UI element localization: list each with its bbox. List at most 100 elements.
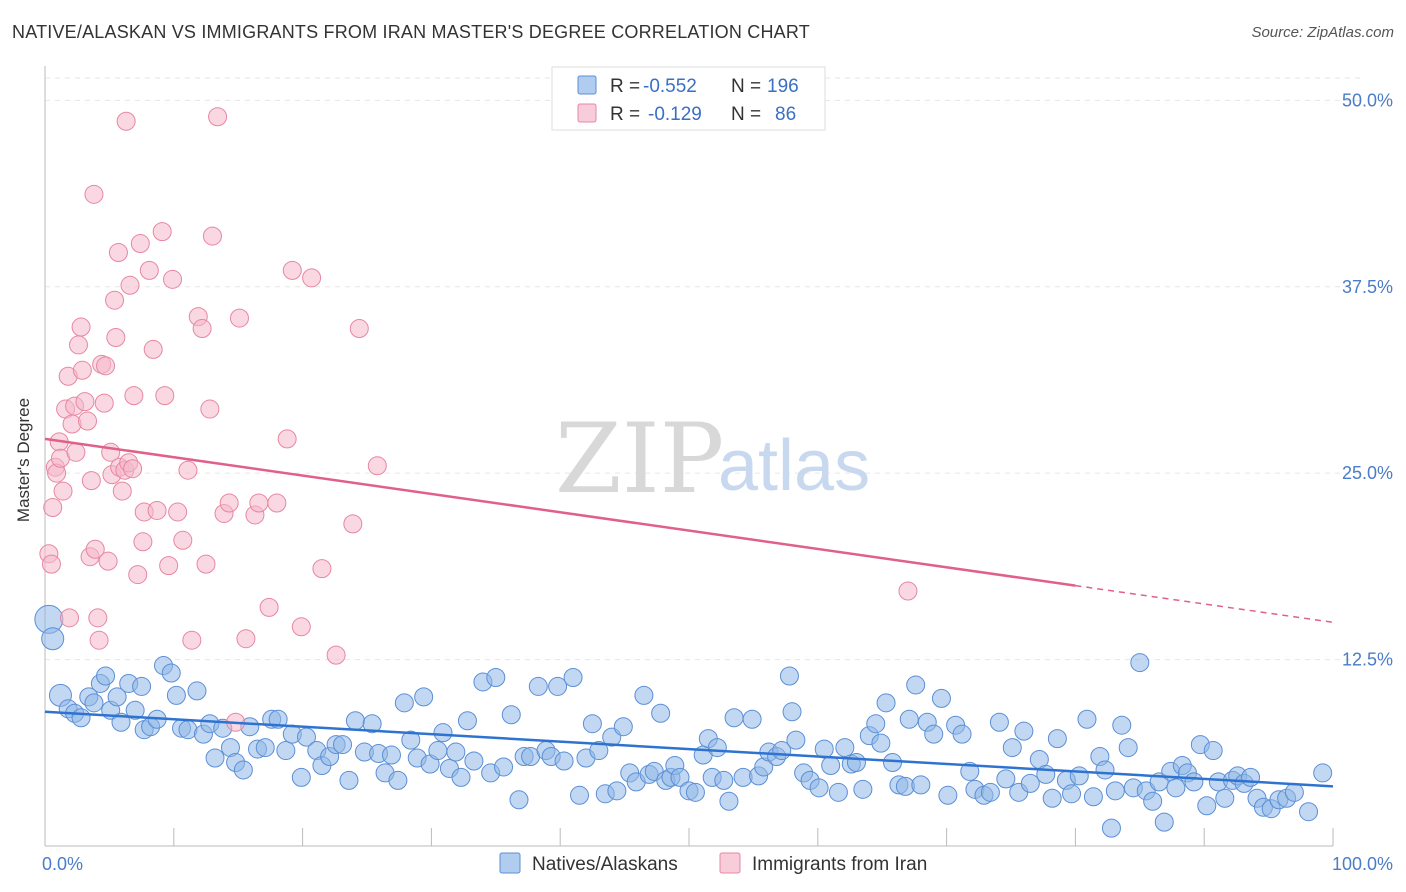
point-iran	[349, 319, 369, 339]
point-iran	[94, 393, 114, 413]
point-natives	[938, 785, 958, 805]
point-iran	[282, 260, 302, 280]
trend-line-solid	[44, 437, 1076, 587]
legend-swatch-natives	[577, 75, 597, 95]
point-iran	[249, 493, 269, 513]
point-iran	[130, 234, 150, 254]
series-immigrants-iran-points	[39, 107, 918, 732]
point-iran	[116, 111, 136, 131]
point-natives	[853, 779, 873, 799]
point-natives	[1154, 812, 1174, 832]
point-natives	[276, 741, 296, 761]
point-natives	[457, 711, 477, 731]
legend-n-label-natives: N =	[731, 76, 761, 97]
point-natives	[1143, 791, 1163, 811]
point-iran	[159, 556, 179, 576]
point-natives	[501, 705, 521, 725]
y-tick-label: 37.5%	[1342, 277, 1393, 297]
point-iran	[84, 184, 104, 204]
point-iran	[326, 645, 346, 665]
point-natives	[931, 688, 951, 708]
point-iran	[192, 319, 212, 339]
point-natives	[1047, 729, 1067, 749]
point-natives	[634, 685, 654, 705]
point-iran	[53, 481, 73, 501]
trend-line-solid	[44, 710, 1334, 788]
point-iran	[106, 327, 126, 347]
point-iran	[75, 392, 95, 412]
point-natives	[989, 712, 1009, 732]
chart-title: NATIVE/ALASKAN VS IMMIGRANTS FROM IRAN M…	[12, 22, 810, 42]
point-natives	[835, 738, 855, 758]
trend-line-dashed	[1075, 584, 1334, 624]
point-natives	[724, 708, 744, 728]
point-natives	[782, 702, 802, 722]
point-natives	[107, 687, 127, 707]
point-natives	[786, 730, 806, 750]
point-natives	[883, 752, 903, 772]
bottom-legend-label-iran: Immigrants from Iran	[752, 854, 927, 875]
point-natives	[570, 785, 590, 805]
point-natives	[433, 723, 453, 743]
point-iran	[88, 608, 108, 628]
point-iran	[168, 502, 188, 522]
point-natives	[255, 738, 275, 758]
legend-box	[551, 66, 826, 131]
point-natives	[1130, 653, 1150, 673]
point-natives	[719, 791, 739, 811]
point-natives	[779, 666, 799, 686]
bottom-legend-swatch-iran	[719, 852, 741, 874]
point-natives	[166, 685, 186, 705]
point-natives	[685, 782, 705, 802]
point-natives	[714, 770, 734, 790]
point-natives	[494, 757, 514, 777]
point-natives	[205, 748, 225, 768]
point-iran	[291, 617, 311, 637]
point-natives	[381, 745, 401, 765]
point-iran	[312, 559, 332, 579]
point-natives	[1197, 796, 1217, 816]
point-iran	[78, 411, 98, 431]
legend-r-value-natives: -0.552	[643, 76, 697, 97]
point-natives	[1105, 781, 1125, 801]
trend-lines	[44, 437, 1334, 788]
point-natives	[132, 676, 152, 696]
point-iran	[123, 459, 143, 479]
point-natives	[906, 675, 926, 695]
point-iran	[147, 500, 167, 520]
point-natives	[876, 693, 896, 713]
point-natives	[1112, 715, 1132, 735]
point-iran	[163, 269, 183, 289]
point-iran	[81, 471, 101, 491]
point-natives	[563, 667, 583, 687]
point-natives	[1062, 784, 1082, 804]
point-natives	[589, 741, 609, 761]
correlation-legend: R = -0.552 N = 196 R = -0.129 N = 86	[551, 66, 826, 131]
point-iran	[267, 493, 287, 513]
point-natives	[291, 767, 311, 787]
point-iran	[219, 493, 239, 513]
point-natives	[333, 735, 353, 755]
bottom-legend-label-natives: Natives/Alaskans	[532, 854, 678, 875]
point-natives	[187, 681, 207, 701]
point-natives	[952, 724, 972, 744]
point-natives	[451, 767, 471, 787]
point-natives	[1095, 760, 1115, 780]
point-natives	[899, 709, 919, 729]
point-natives	[1166, 778, 1186, 798]
point-natives	[71, 708, 91, 728]
point-natives	[1077, 709, 1097, 729]
point-natives	[1241, 767, 1261, 787]
point-natives	[1069, 766, 1089, 786]
x-axis-tick-labels: 0.0% 100.0%	[42, 854, 1393, 874]
point-iran	[208, 107, 228, 127]
point-iran	[108, 242, 128, 262]
point-natives	[809, 778, 829, 798]
point-natives	[607, 781, 627, 801]
point-natives	[446, 742, 466, 762]
point-natives	[268, 709, 288, 729]
point-iran	[229, 308, 249, 328]
point-natives	[980, 782, 1000, 802]
point-natives	[345, 711, 365, 731]
